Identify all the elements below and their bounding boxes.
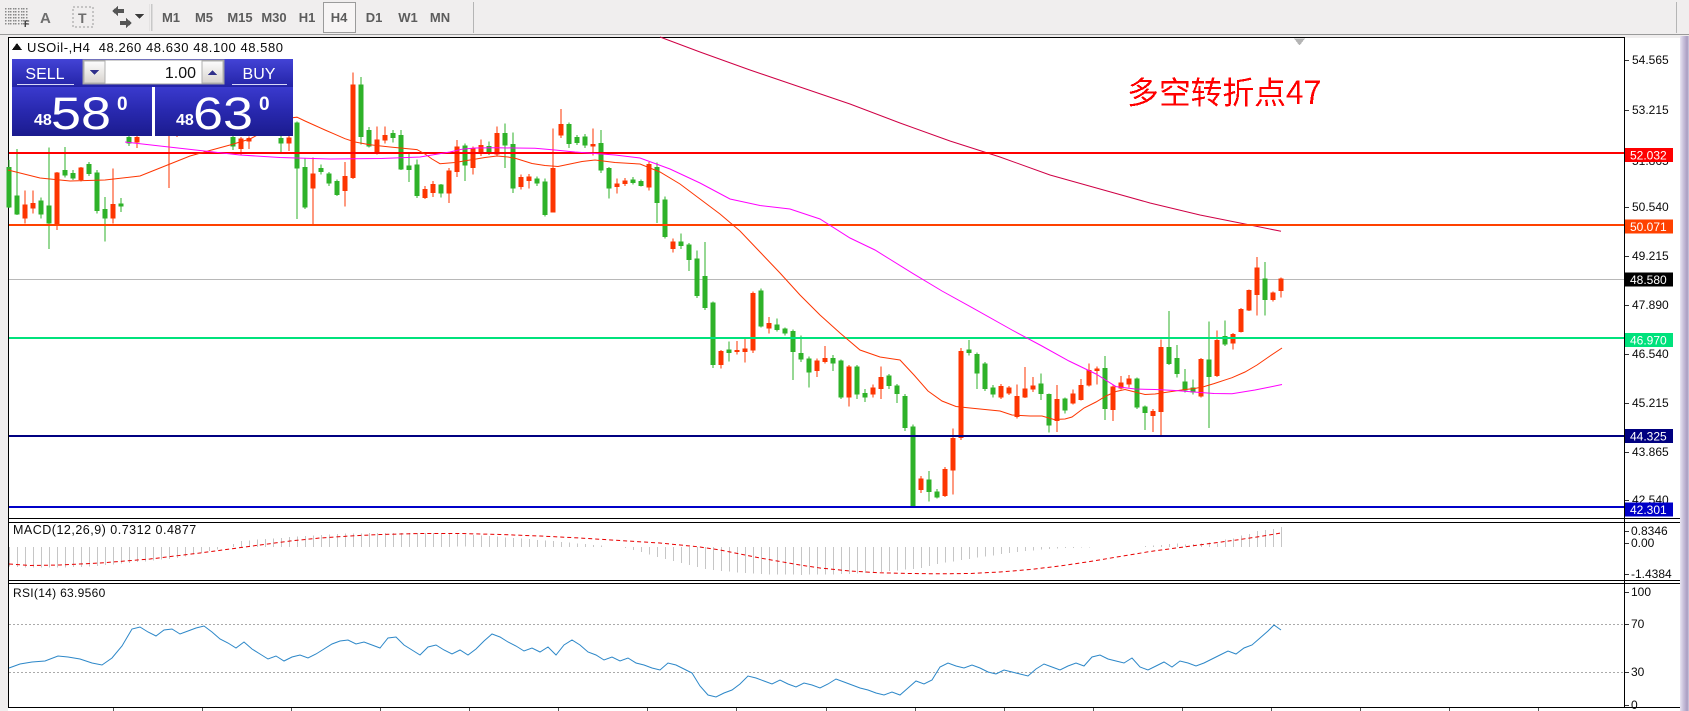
svg-text:SELL: SELL — [25, 66, 64, 83]
svg-text:50.071: 50.071 — [1630, 220, 1667, 234]
svg-text:48: 48 — [34, 112, 52, 129]
svg-text:48.580: 48.580 — [1630, 273, 1667, 287]
svg-text:RSI(14) 63.9560: RSI(14) 63.9560 — [13, 586, 106, 600]
svg-text:-1.4384: -1.4384 — [1631, 567, 1672, 581]
svg-text:1.00: 1.00 — [165, 65, 196, 82]
svg-text:M5: M5 — [195, 10, 213, 25]
svg-text:A: A — [40, 10, 51, 27]
svg-text:42.301: 42.301 — [1630, 503, 1667, 517]
svg-text:43.865: 43.865 — [1632, 445, 1669, 459]
svg-text:M1: M1 — [162, 10, 180, 25]
svg-text:52.032: 52.032 — [1630, 149, 1667, 163]
svg-text:0: 0 — [259, 94, 270, 115]
svg-text:T: T — [78, 10, 87, 26]
svg-text:45.215: 45.215 — [1632, 396, 1669, 410]
svg-text:H4: H4 — [331, 10, 348, 25]
svg-text:MN: MN — [430, 10, 450, 25]
svg-text:0.8346: 0.8346 — [1631, 524, 1668, 538]
svg-text:M15: M15 — [227, 10, 252, 25]
svg-text:63: 63 — [193, 88, 253, 139]
svg-text:48: 48 — [176, 112, 194, 129]
svg-text:46.970: 46.970 — [1630, 334, 1667, 348]
svg-text:70: 70 — [1631, 617, 1645, 631]
svg-text:30: 30 — [1631, 665, 1645, 679]
svg-text:F: F — [24, 19, 30, 29]
svg-text:54.565: 54.565 — [1632, 53, 1669, 67]
svg-text:100: 100 — [1631, 585, 1651, 599]
svg-text:53.215: 53.215 — [1632, 103, 1669, 117]
svg-text:BUY: BUY — [243, 66, 276, 83]
svg-text:W1: W1 — [398, 10, 418, 25]
svg-text:44.325: 44.325 — [1630, 430, 1667, 444]
svg-text:0: 0 — [1631, 698, 1638, 711]
svg-text:46.540: 46.540 — [1632, 347, 1669, 361]
svg-text:50.540: 50.540 — [1632, 200, 1669, 214]
svg-text:M30: M30 — [261, 10, 286, 25]
svg-text:49.215: 49.215 — [1632, 249, 1669, 263]
svg-text:MACD(12,26,9) 0.7312 0.4877: MACD(12,26,9) 0.7312 0.4877 — [13, 523, 197, 537]
svg-text:USOil-,H4 48.260 48.630 48.10: USOil-,H4 48.260 48.630 48.100 48.580 — [27, 40, 284, 55]
svg-text:58: 58 — [51, 88, 111, 139]
svg-text:0: 0 — [117, 94, 128, 115]
svg-text:H1: H1 — [299, 10, 316, 25]
svg-text:0.00: 0.00 — [1631, 536, 1655, 550]
svg-text:D1: D1 — [366, 10, 383, 25]
svg-text:47.890: 47.890 — [1632, 298, 1669, 312]
